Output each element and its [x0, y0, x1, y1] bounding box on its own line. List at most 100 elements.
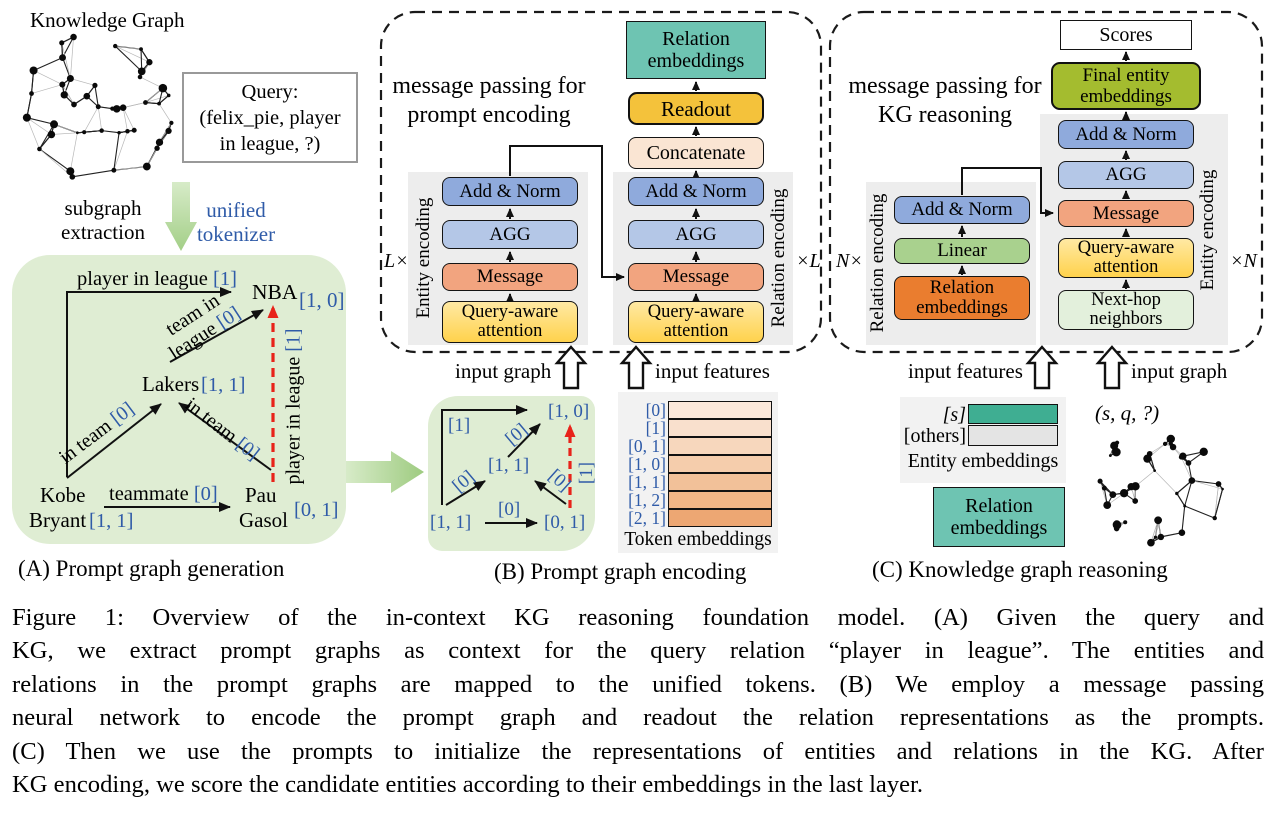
panel-b-title: message passing for prompt encoding: [392, 73, 586, 128]
kg-reasoning-ball: [1097, 434, 1224, 547]
mini-node-br: [0, 1]: [544, 512, 586, 533]
b-input-features-label: input features: [655, 359, 770, 383]
token-bar: [668, 401, 772, 419]
c-right-add-norm-box: Add & Norm: [1058, 120, 1194, 149]
prompt-graph-edges: [66, 287, 279, 512]
readout-box: Readout: [628, 92, 764, 125]
others-row-label: [others]: [903, 425, 966, 447]
panel-c-arrows: [958, 51, 1130, 289]
node-lakers: Lakers: [142, 372, 200, 396]
scores-box: Scores: [1060, 20, 1192, 50]
token-row: [1, 2]: [620, 491, 776, 509]
caption-line: (C) Then we use the prompts to initializ…: [12, 737, 1264, 765]
caption-line: neural network to encode the prompt grap…: [12, 704, 1264, 732]
node-pau-token: [0, 1]: [294, 499, 339, 521]
c-entity-encoding-label: Entity encoding: [1197, 169, 1218, 291]
b-mult-right: ×L: [796, 250, 821, 272]
token-table: [0] [1] [0, 1] [1, 0] [1, 1] [1, 2] [2, …: [620, 401, 776, 527]
token-row: [2, 1]: [620, 509, 776, 527]
final-entity-embeddings-box: Final entity embeddings: [1051, 62, 1201, 110]
mini-bottom-edge-token: [0]: [498, 499, 521, 520]
token-bar: [668, 455, 772, 473]
relation-embeddings-input-box: Relation embeddings: [933, 487, 1065, 547]
s-row-label: [s]: [942, 404, 966, 426]
token-row: [0]: [620, 401, 776, 419]
node-pau-l2: Gasol: [239, 508, 288, 532]
token-row: [1]: [620, 419, 776, 437]
node-pau-l1: Pau: [245, 483, 277, 507]
c-mult-left: N×: [836, 250, 863, 272]
query-box: Query: (felix_pie, player in league, ?): [182, 72, 358, 163]
others-embedding-bar: [968, 425, 1058, 446]
query-line-1: Query:: [241, 81, 299, 103]
caption-line: Figure 1: Overview of the in-context KG …: [12, 604, 1264, 631]
relation-embeddings-output-box: Relation embeddings: [626, 21, 766, 79]
b-right-query-attention-box: Query-aware attention: [628, 301, 764, 343]
b-left-message-box: Message: [442, 263, 578, 291]
node-nba: NBA: [252, 280, 298, 304]
token-row: [1, 1]: [620, 473, 776, 491]
subgraph-extraction-label: subgraph extraction: [61, 196, 145, 244]
query-line-3: in league, ?): [219, 133, 321, 155]
c-mult-right: ×N: [1230, 250, 1257, 272]
b-left-query-attention-box: Query-aware attention: [442, 301, 578, 343]
mini-prompt-graph-panel: [428, 396, 595, 551]
edge-query-player-in-league: player in league [1]: [282, 328, 305, 485]
b-entity-encoding-label: Entity encoding: [413, 197, 434, 319]
node-lakers-token: [1, 1]: [201, 374, 246, 396]
flow-arrows: [165, 182, 424, 493]
b-right-agg-box: AGG: [628, 220, 764, 249]
panel-a-caption: (A) Prompt graph generation: [18, 556, 285, 581]
b-left-add-norm-box: Add & Norm: [442, 177, 578, 206]
node-kobe-l1: Kobe: [40, 483, 86, 507]
node-kobe-token: [1, 1]: [89, 510, 134, 532]
node-nba-token: [1, 0]: [299, 288, 345, 312]
mini-top-edge-token: [1]: [448, 415, 471, 436]
c-relation-embeddings-box: Relation embeddings: [894, 276, 1030, 320]
c-left-add-norm-box: Add & Norm: [894, 196, 1030, 224]
figure-caption: Figure 1: Overview of the in-context KG …: [12, 601, 1264, 801]
c-right-query-attention-box: Query-aware attention: [1058, 238, 1194, 278]
token-bar: [668, 473, 772, 491]
c-input-features-label: input features: [908, 359, 1023, 383]
token-bar: [668, 491, 772, 509]
mini-graph-edges: [441, 405, 576, 528]
token-table-caption: Token embeddings: [624, 529, 772, 550]
mini-node-center: [1, 1]: [488, 455, 530, 476]
concatenate-box: Concatenate: [628, 137, 764, 169]
mini-node-bl: [1, 1]: [430, 512, 472, 533]
c-linear-box: Linear: [894, 238, 1030, 264]
c-right-message-box: Message: [1058, 200, 1194, 227]
b-mult-left: L×: [384, 250, 409, 272]
c-next-hop-neighbors-box: Next-hop neighbors: [1058, 290, 1194, 330]
token-bar: [668, 437, 772, 455]
caption-line: relations in the prompt graphs are mappe…: [12, 670, 1264, 698]
c-input-graph-label: input graph: [1131, 359, 1228, 383]
edge-teammate: teammate [0]: [109, 483, 218, 505]
caption-line: KG, we extract prompt graphs as context …: [12, 637, 1264, 665]
unified-tokenizer-label: unified tokenizer: [196, 198, 276, 246]
entity-embeddings-caption: Entity embeddings: [907, 450, 1059, 472]
token-row: [0, 1]: [620, 437, 776, 455]
token-bar: [668, 509, 772, 527]
mini-node-tr: [1, 0]: [548, 401, 590, 422]
panel-c-caption: (C) Knowledge graph reasoning: [872, 557, 1168, 582]
mini-red-token: [1]: [576, 461, 598, 485]
query-line-2: (felix_pie, player: [199, 107, 341, 129]
b-relation-encoding-label: Relation encoding: [768, 188, 789, 328]
c-right-agg-box: AGG: [1058, 161, 1194, 189]
c-relation-encoding-label: Relation encoding: [867, 193, 888, 333]
node-kobe-l2: Bryant: [29, 508, 87, 532]
b-input-graph-label: input graph: [455, 359, 552, 383]
token-row: [1, 0]: [620, 455, 776, 473]
edge-player-in-league: player in league [1]: [77, 268, 237, 290]
caption-line: KG encoding, we score the candidate enti…: [12, 771, 924, 799]
b-right-add-norm-box: Add & Norm: [628, 177, 764, 206]
panel-b-caption: (B) Prompt graph encoding: [494, 559, 747, 584]
query-tuple-label: (s, q, ?): [1095, 401, 1160, 425]
panel-b-arrows: [506, 81, 700, 302]
kg-title: Knowledge Graph: [30, 8, 185, 32]
b-right-message-box: Message: [628, 263, 764, 291]
